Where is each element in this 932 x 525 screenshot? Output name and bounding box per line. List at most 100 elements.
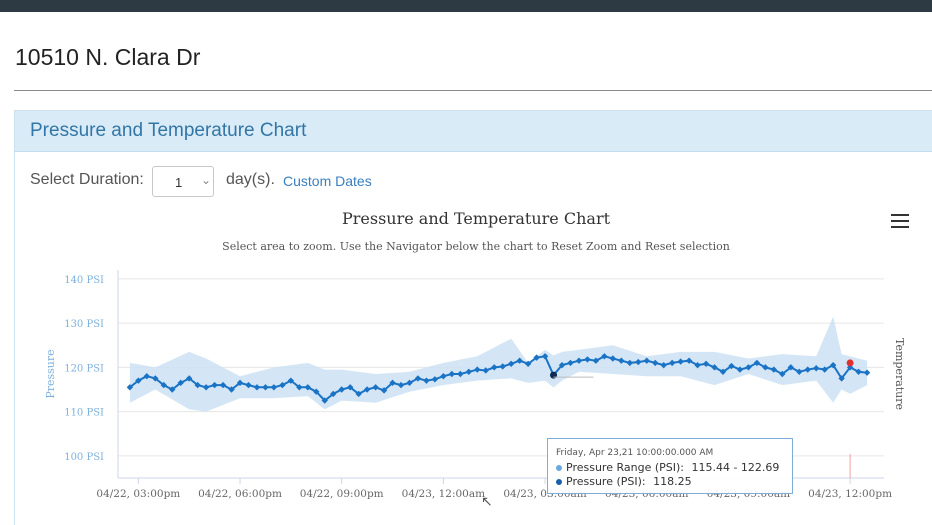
pressure-point <box>338 386 345 393</box>
pressure-point <box>626 359 633 367</box>
pressure-point <box>211 381 218 389</box>
pressure-point <box>228 386 235 393</box>
pressure-point <box>660 361 667 369</box>
pressure-point <box>143 373 151 380</box>
y-tick-label: 110 PSI <box>64 408 104 419</box>
pressure-point <box>575 357 583 364</box>
pressure-point <box>507 360 515 368</box>
pressure-point <box>414 375 422 382</box>
duration-value: 1 <box>175 175 183 190</box>
pressure-point <box>389 379 396 387</box>
pressure-point <box>313 388 320 395</box>
pressure-point <box>304 384 312 391</box>
pressure-point <box>406 379 413 387</box>
pressure-point <box>736 366 744 373</box>
pressure-point <box>855 368 862 375</box>
chevron-down-icon: ⌄ <box>201 173 212 187</box>
pressure-point <box>474 366 481 373</box>
panel-header: Pressure and Temperature Chart <box>15 111 932 152</box>
pressure-point <box>330 390 337 398</box>
duration-label: Select Duration: <box>30 171 144 188</box>
pressure-point <box>541 353 549 360</box>
pressure-point <box>346 384 354 391</box>
pressure-point <box>355 390 362 398</box>
pressure-point <box>829 361 837 369</box>
top-navbar <box>0 0 932 12</box>
pressure-point <box>423 377 430 384</box>
pressure-point <box>635 358 642 366</box>
range-dot <box>556 465 562 471</box>
pressure-point <box>287 377 295 384</box>
y2-axis-title: Temperature <box>893 338 906 410</box>
duration-unit: day(s). <box>226 171 275 188</box>
pressure-point <box>863 369 871 376</box>
pressure-line <box>129 355 868 402</box>
pressure-point <box>796 368 803 375</box>
y-tick-label: 130 PSI <box>64 319 104 330</box>
pressure-point <box>448 370 456 378</box>
panel-title: Pressure and Temperature Chart <box>30 120 307 141</box>
y-tick-label: 100 PSI <box>64 452 104 463</box>
tooltip-pressure-row: Pressure (PSI): 118.25 <box>556 475 692 488</box>
mouse-pointer-icon: ↖ <box>481 493 493 509</box>
pressure-point <box>702 360 710 368</box>
pressure-point <box>694 361 701 369</box>
pressure-range-area <box>129 316 868 412</box>
x-tick-label: 04/22, 06:00pm <box>198 488 282 500</box>
pressure-point <box>719 368 727 375</box>
pressure-point <box>296 384 303 391</box>
pressure-point <box>152 375 159 382</box>
pressure-point <box>685 357 693 364</box>
page-title: 10510 N. Clara Dr <box>15 44 201 70</box>
pressure-point <box>245 381 252 389</box>
pressure-point <box>770 366 778 373</box>
pressure-point <box>177 379 184 387</box>
y-tick-label: 140 PSI <box>64 275 104 286</box>
pressure-point <box>652 359 659 367</box>
custom-dates-link[interactable]: Custom Dates <box>283 173 372 189</box>
pressure-point <box>745 364 752 371</box>
pressure-point <box>202 384 210 391</box>
pressure-point <box>533 354 540 361</box>
pressure-point <box>363 386 371 393</box>
pressure-point <box>457 370 464 378</box>
tooltip-pressure-value: 118.25 <box>653 475 692 488</box>
tooltip-range-label: Pressure Range (PSI): <box>566 461 684 474</box>
pressure-point <box>821 366 828 373</box>
chart-tooltip: Friday, Apr 23,21 10:00:00.000 AM Pressu… <box>547 438 793 494</box>
tooltip-pressure-label: Pressure (PSI): <box>566 475 646 488</box>
pressure-dot <box>556 479 562 485</box>
duration-select[interactable]: 1 ⌄ <box>152 166 214 197</box>
pressure-point <box>397 381 405 389</box>
pressure-point <box>491 364 498 371</box>
x-tick-label: 04/22, 03:00pm <box>96 488 180 500</box>
pressure-point <box>601 353 608 360</box>
pressure-point <box>279 381 286 389</box>
pressure-point <box>160 381 167 389</box>
pressure-point <box>465 368 473 375</box>
pressure-point <box>262 384 269 391</box>
chart-subtitle: Select area to zoom. Use the Navigator b… <box>222 240 730 253</box>
x-tick-label: 04/23, 12:00am <box>402 488 485 500</box>
x-tick-label: 04/22, 09:00pm <box>300 488 384 500</box>
pressure-point <box>592 357 600 364</box>
tooltip-range-value: 115.44 - 122.69 <box>691 461 780 474</box>
y-tick-label: 120 PSI <box>64 363 104 374</box>
x-tick-label: 04/23, 12:00pm <box>808 488 892 500</box>
chart-menu-icon[interactable] <box>891 214 909 230</box>
pressure-point <box>380 387 388 394</box>
pressure-point <box>584 356 591 363</box>
pressure-point <box>804 366 811 373</box>
pressure-point <box>609 355 617 362</box>
chart-title: Pressure and Temperature Chart <box>342 209 611 228</box>
pressure-point <box>813 365 820 372</box>
pressure-point <box>185 375 193 382</box>
pressure-point <box>643 357 650 364</box>
pressure-point <box>524 360 532 368</box>
pressure-point <box>728 362 735 370</box>
pressure-point <box>567 359 574 367</box>
pressure-point <box>762 364 769 371</box>
tooltip-date: Friday, Apr 23,21 10:00:00.000 AM <box>556 448 714 458</box>
pressure-point <box>779 370 786 378</box>
y-axis-title: Pressure <box>44 349 57 398</box>
